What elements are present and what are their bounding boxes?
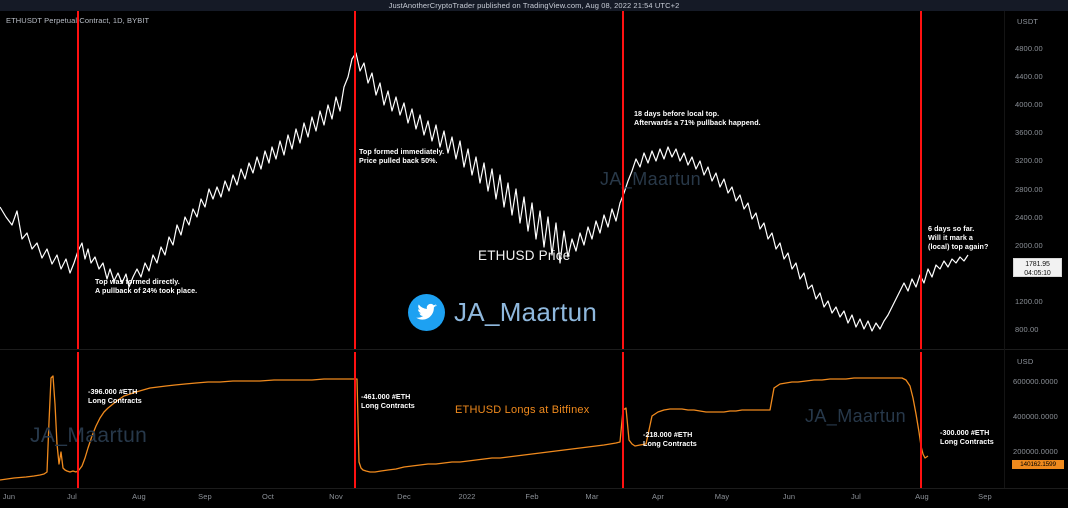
marker-line-1-price — [77, 11, 79, 349]
time-axis-tick: 2022 — [458, 492, 476, 501]
marker-line-3-longs — [622, 352, 624, 488]
current-price-value: 1781.95 — [1025, 261, 1050, 268]
price-pane[interactable]: ETHUSD Price JA_Maartun JA_Maartun Top w… — [0, 11, 1005, 349]
longs-pane-title: ETHUSD Longs at Bitfinex — [455, 404, 590, 416]
price-axis-tick: 3600.00 — [1015, 128, 1043, 137]
longs-annotation-1: -396.000 #ETH Long Contracts — [88, 387, 142, 405]
axis-divider — [1004, 11, 1005, 488]
price-pane-title: ETHUSD Price — [478, 248, 571, 263]
marker-line-2-longs — [354, 352, 356, 488]
price-axis-tick: 4000.00 — [1015, 100, 1043, 109]
marker-line-1-longs — [77, 352, 79, 488]
marker-line-3-price — [622, 11, 624, 349]
annotation-line: -461.000 #ETH — [361, 392, 411, 401]
marker-line-4-price — [920, 11, 922, 349]
price-axis-tick: 800.00 — [1015, 325, 1039, 334]
longs-axis-unit: USD — [1017, 357, 1034, 366]
longs-annotation-3: -218.000 #ETH Long Contracts — [643, 430, 697, 448]
longs-axis-tick: 400000.0000 — [1013, 412, 1058, 421]
current-longs-value-tag[interactable]: 140162.1599 — [1012, 460, 1064, 469]
annotation-line: Top was formed directly. — [95, 277, 180, 286]
time-axis-tick: Jul — [67, 492, 77, 501]
time-axis-tick: Sep — [198, 492, 212, 501]
price-axis-tick: 3200.00 — [1015, 156, 1043, 165]
annotation-line: Long Contracts — [940, 437, 994, 447]
longs-annotation-4: -300.000 #ETH Long Contracts — [940, 428, 994, 446]
annotation-line: Long Contracts — [88, 396, 142, 406]
price-axis-tick: 4400.00 — [1015, 72, 1043, 81]
annotation-line: 18 days before local top. — [634, 109, 720, 118]
annotation-line: Price pulled back 50%. — [359, 156, 438, 166]
price-line-chart — [0, 52, 969, 332]
annotation-line: A pullback of 24% took place. — [95, 286, 198, 296]
time-axis-divider — [0, 488, 1068, 489]
time-axis-tick: Apr — [652, 492, 664, 501]
twitter-handle-label: JA_Maartun — [454, 297, 598, 327]
time-axis-tick: Jun — [2, 492, 16, 501]
price-axis-tick: 2000.00 — [1015, 241, 1043, 250]
time-axis-tick: Jul — [851, 492, 861, 501]
time-axis-tick: Dec — [397, 492, 411, 501]
time-axis-tick: Feb — [525, 492, 539, 501]
marker-line-2-price — [354, 11, 356, 349]
price-axis-tick: 2800.00 — [1015, 185, 1043, 194]
annotation-line: Will it mark a — [928, 233, 973, 243]
time-axis-tick: Aug — [915, 492, 929, 501]
time-axis-tick: Sep — [978, 492, 992, 501]
time-axis-tick: Mar — [585, 492, 599, 501]
twitter-brand-badge[interactable]: JA_Maartun — [408, 294, 597, 331]
annotation-line: Long Contracts — [361, 401, 415, 411]
price-axis[interactable]: USDT 4800.00 4400.00 4000.00 3600.00 320… — [1005, 11, 1068, 349]
annotation-line: Top formed immediately. — [359, 147, 445, 156]
price-axis-tick: 1200.00 — [1015, 297, 1043, 306]
annotation-line: Afterwards a 71% pullback happend. — [634, 118, 761, 128]
twitter-bird-icon — [408, 294, 445, 331]
longs-pane-watermark-left: JA_Maartun — [30, 424, 148, 447]
price-annotation-2: Top formed immediately. Price pulled bac… — [359, 147, 444, 165]
longs-line-series — [0, 375, 929, 481]
annotation-line: (local) top again? — [928, 242, 989, 252]
time-axis-tick: Oct — [262, 492, 274, 501]
time-axis-tick: Aug — [132, 492, 146, 501]
longs-annotation-2: -461.000 #ETH Long Contracts — [361, 392, 415, 410]
longs-pane-watermark-right: JA_Maartun — [805, 406, 907, 426]
price-annotation-4: 6 days so far. Will it mark a (local) to… — [928, 224, 988, 252]
longs-pane[interactable]: ETHUSD Longs at Bitfinex JA_Maartun JA_M… — [0, 352, 1005, 488]
price-pane-watermark: JA_Maartun — [600, 169, 702, 189]
price-axis-unit: USDT — [1017, 17, 1039, 26]
publish-attribution-bar: JustAnotherCryptoTrader published on Tra… — [0, 0, 1068, 11]
pane-divider[interactable] — [0, 349, 1068, 350]
price-annotation-1: Top was formed directly. A pullback of 2… — [95, 277, 197, 295]
marker-line-4-longs — [920, 352, 922, 488]
time-axis-tick: Jun — [782, 492, 796, 501]
annotation-line: 6 days so far. — [928, 224, 975, 233]
annotation-line: -300.000 #ETH — [940, 428, 990, 437]
price-annotation-3: 18 days before local top. Afterwards a 7… — [634, 109, 761, 127]
time-axis-tick: May — [714, 492, 730, 501]
longs-axis-tick: 200000.0000 — [1013, 447, 1058, 456]
longs-axis-tick: 600000.0000 — [1013, 377, 1058, 386]
annotation-line: -218.000 #ETH — [643, 430, 693, 439]
current-price-tag[interactable]: 1781.95 04:05:10 — [1013, 258, 1062, 277]
price-axis-tick: 2400.00 — [1015, 213, 1043, 222]
annotation-line: -396.000 #ETH — [88, 387, 138, 396]
time-axis-tick: Nov — [329, 492, 343, 501]
price-line-series — [0, 52, 969, 332]
bar-countdown-value: 04:05:10 — [1024, 270, 1051, 277]
annotation-line: Long Contracts — [643, 439, 697, 449]
time-axis[interactable]: Jun Jul Aug Sep Oct Nov Dec 2022 Feb Mar… — [0, 489, 1068, 508]
price-axis-tick: 4800.00 — [1015, 44, 1043, 53]
longs-line-chart — [0, 375, 929, 481]
longs-axis[interactable]: USD 600000.0000 400000.0000 200000.0000 … — [1005, 352, 1068, 488]
